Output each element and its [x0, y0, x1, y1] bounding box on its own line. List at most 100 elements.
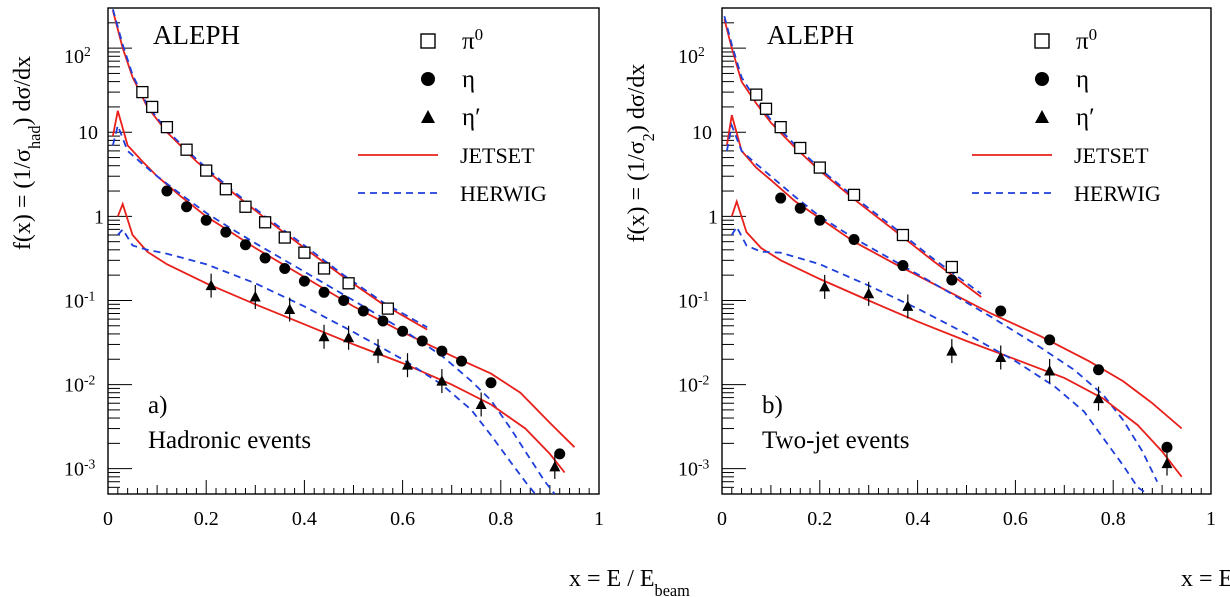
eta-point [995, 305, 1007, 317]
x-tick-label: 0 [717, 508, 727, 530]
y-tick-label: 102 [64, 44, 91, 69]
pi0-point [774, 120, 787, 134]
eta-point [1044, 334, 1056, 346]
pi0-point [847, 188, 861, 202]
plot-frame [107, 7, 600, 495]
x-tick-label: 1 [594, 508, 604, 530]
pi0-point [342, 277, 355, 290]
eta-point [181, 201, 193, 213]
eta-point [279, 262, 291, 274]
x-tick-label: 0.2 [194, 508, 219, 530]
etaprime-point [318, 330, 330, 342]
y-tick-label: 10-1 [64, 288, 95, 313]
pi0-point [896, 228, 910, 242]
pi0-point [160, 120, 174, 134]
x-tick-label: 0.8 [488, 508, 513, 530]
x-tick-label: 1 [1206, 508, 1216, 530]
x-axis-label: x = E / Ebeam [1181, 566, 1230, 597]
legend-etaprime-marker [1035, 110, 1049, 123]
legend-pi0-marker [420, 33, 436, 49]
etaprime-point [343, 331, 355, 343]
etaprime-point [205, 279, 217, 291]
x-tick-label: 0.6 [390, 508, 415, 530]
y-tick-label: 10-3 [64, 456, 96, 481]
plot-frame [721, 7, 1212, 495]
legend-etaprime-marker [421, 110, 435, 123]
legend-label: η [1076, 66, 1089, 93]
y-tick-label: 10 [78, 122, 98, 144]
x-axis: 0 0.2 0.4 0.6 0.8 1 x = E / Ebeam [717, 480, 1230, 597]
etaprime-point [995, 351, 1007, 362]
pi0-point [794, 141, 807, 155]
eta-point [1161, 441, 1173, 453]
pi0-point [219, 183, 232, 196]
pi0-point [381, 302, 395, 315]
pi0-point [180, 143, 193, 156]
pi0-point [258, 216, 272, 229]
pi0-point [759, 102, 773, 115]
legend-label: π0 [1076, 25, 1097, 56]
jetset-curve-7 [116, 201, 566, 474]
etaprime-point [946, 345, 958, 356]
etaprime-point [284, 303, 296, 315]
eta-point [456, 355, 468, 367]
pi0-point [239, 200, 252, 213]
herwig-curve-6 [726, 122, 1159, 483]
herwig-curve-8 [731, 225, 1148, 494]
y-tick-label: 102 [678, 44, 705, 69]
panel-b: 0 0.2 0.4 0.6 0.8 1 x = E / Ebeam 102 10 1 10-1 10-… [624, 7, 1230, 597]
model-curves [112, 8, 576, 494]
y-tick-label: 1 [94, 206, 104, 228]
etaprime-point [863, 287, 875, 299]
etaprime-point [1161, 457, 1173, 469]
legend-label: η′ [1076, 104, 1095, 131]
x-axis-label: x = E / Ebeam [569, 566, 690, 597]
etaprime-point [475, 398, 487, 409]
eta-point [397, 325, 409, 337]
eta-point [485, 377, 497, 389]
eta-point [848, 234, 860, 246]
eta-point [220, 226, 232, 238]
eta-point [416, 335, 428, 347]
eta-point [436, 345, 448, 357]
panel-label: a) [148, 392, 167, 419]
pi0-point [200, 164, 213, 177]
eta-point [814, 214, 826, 226]
etaprime-point [436, 375, 448, 386]
eta-point [161, 185, 173, 197]
legend-label: η′ [462, 104, 481, 131]
y-tick-label: 10-1 [678, 288, 709, 313]
jetset-curve-3 [723, 19, 982, 298]
etaprime-point [902, 300, 914, 311]
pi0-point [298, 246, 311, 259]
y-tick-label: 10-2 [678, 372, 710, 397]
eta-point [357, 305, 369, 317]
etaprime-point [372, 345, 384, 356]
legend-label: η [462, 66, 475, 93]
panel-label: b) [762, 392, 783, 419]
x-tick-label: 0.4 [292, 508, 317, 530]
eta-point [794, 202, 806, 214]
eta-point [775, 192, 787, 204]
eta-point [298, 275, 310, 287]
experiment-label: ALEPH [153, 20, 240, 50]
legend-label: JETSET [460, 143, 535, 168]
panel-subtitle: Hadronic events [148, 427, 311, 454]
jetset-curve-5 [726, 114, 1183, 430]
pi0-point [813, 161, 826, 174]
x-tick-label: 0.2 [807, 508, 832, 530]
eta-point [377, 315, 389, 327]
y-axis-label: f(x) = (1/σ2) dσ/dx [624, 64, 658, 243]
etaprime-point [249, 290, 261, 302]
legend: π0 η η′ JETSET HERWIG [358, 25, 547, 206]
eta-point [239, 239, 251, 251]
etaprime-point [1044, 364, 1056, 376]
jetset-curve-7 [730, 198, 1183, 478]
etaprime-point [819, 280, 831, 292]
y-tick-label: 10-3 [678, 456, 710, 481]
legend-label: π0 [462, 25, 483, 56]
etaprime-point [549, 460, 561, 472]
etaprime-point [1093, 392, 1105, 404]
etaprime-point [402, 359, 414, 370]
